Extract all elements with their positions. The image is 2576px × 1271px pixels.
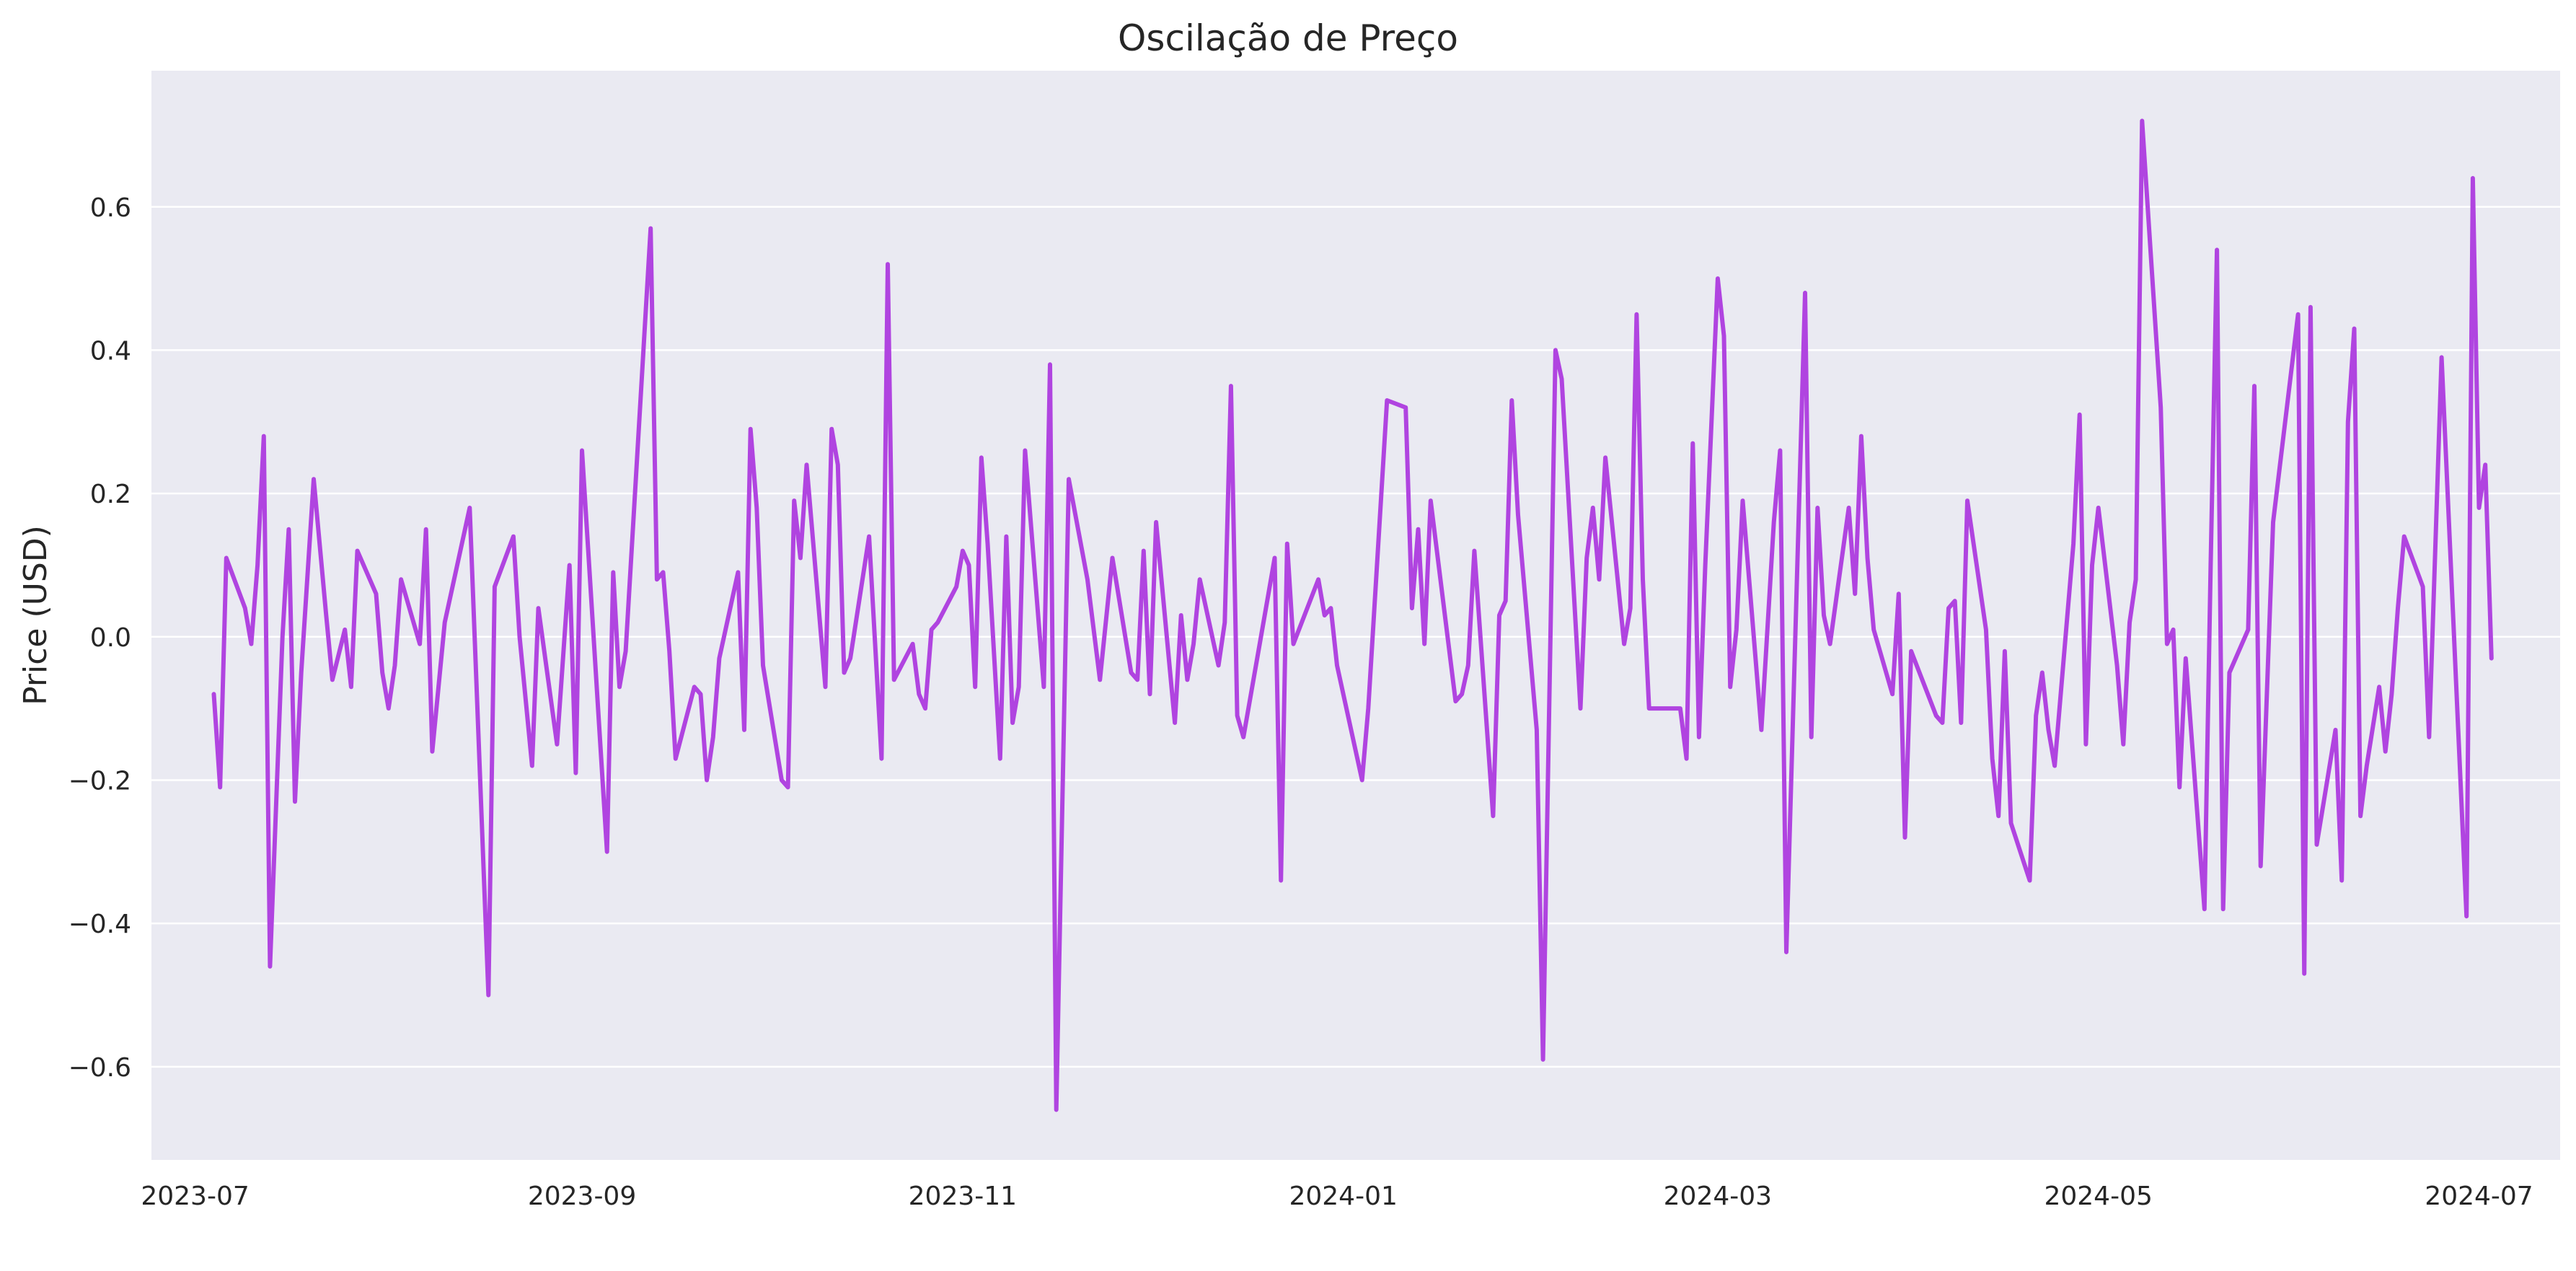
- x-tick-label: 2023-07: [141, 1182, 249, 1211]
- y-axis-ticks: −0.6 −0.4 −0.2 0.0 0.2 0.4 0.6: [69, 193, 131, 1083]
- y-tick-label: −0.4: [69, 910, 131, 939]
- y-axis-label: Price (USD): [17, 525, 54, 705]
- x-tick-label: 2023-09: [528, 1182, 636, 1211]
- y-tick-label: −0.6: [69, 1053, 131, 1083]
- x-axis-ticks: 2023-07 2023-09 2023-11 2024-01 2024-03 2024-…: [141, 1182, 2533, 1211]
- x-tick-label: 2024-03: [1664, 1182, 1772, 1211]
- y-tick-label: −0.2: [69, 766, 131, 796]
- y-tick-label: 0.4: [90, 336, 131, 366]
- x-tick-label: 2023-11: [909, 1182, 1017, 1211]
- x-tick-label: 2024-01: [1289, 1182, 1397, 1211]
- x-tick-label: 2024-07: [2425, 1182, 2533, 1211]
- price-line: [211, 118, 2494, 1112]
- series-layer: [211, 118, 2494, 1112]
- chart-title: Oscilação de Preço: [1118, 17, 1458, 59]
- gridlines: [151, 206, 2560, 1068]
- y-tick-label: 0.0: [90, 623, 131, 653]
- y-tick-label: 0.2: [90, 480, 131, 509]
- x-tick-label: 2024-05: [2044, 1182, 2152, 1211]
- plot-area: [151, 71, 2560, 1160]
- y-tick-label: 0.6: [90, 193, 131, 223]
